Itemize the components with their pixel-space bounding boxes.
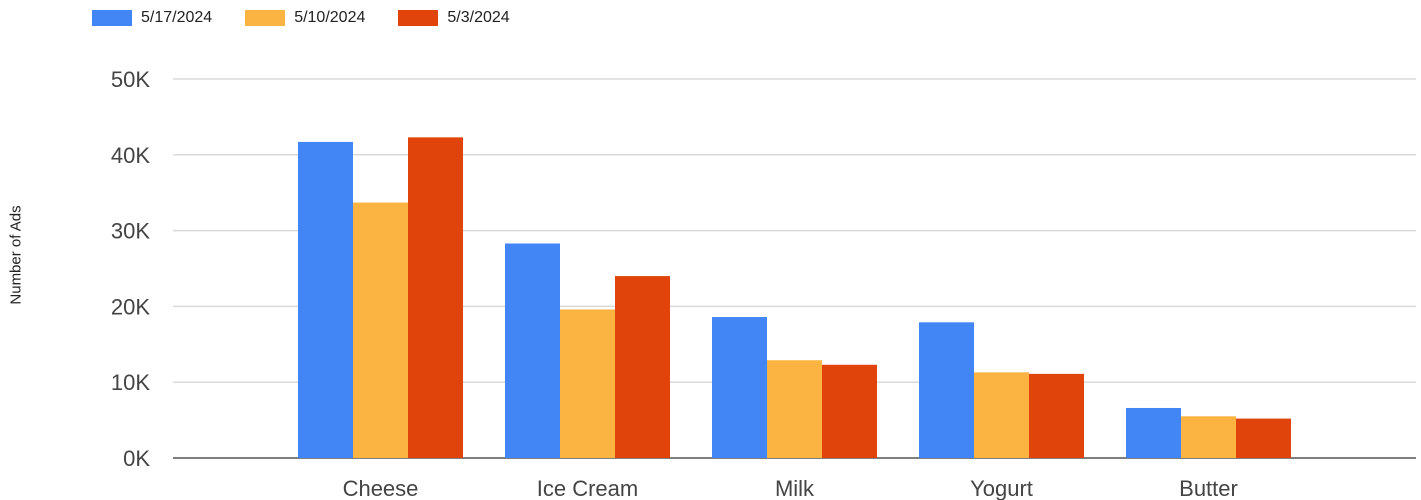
x-axis-ticks: Cheese Ice Cream Milk Yogurt Butter: [343, 476, 1238, 500]
legend-item-series-2[interactable]: 5/10/2024: [245, 9, 365, 27]
bar[interactable]: [353, 202, 408, 458]
x-tick-label: Cheese: [343, 476, 419, 500]
y-tick-label: 50K: [111, 67, 150, 92]
bar[interactable]: [712, 317, 767, 458]
y-tick-label: 20K: [111, 294, 150, 319]
legend-label-series-3: 5/3/2024: [447, 9, 510, 26]
x-tick-label: Butter: [1179, 476, 1238, 500]
bar[interactable]: [298, 141, 353, 458]
bar[interactable]: [615, 276, 670, 458]
legend-item-series-3[interactable]: 5/3/2024: [398, 9, 510, 27]
legend-swatch-series-2: [245, 10, 286, 26]
x-tick-label: Ice Cream: [537, 476, 638, 500]
legend-item-series-1[interactable]: 5/17/2024: [92, 9, 212, 27]
y-tick-label: 30K: [111, 219, 150, 244]
legend-swatch-series-1: [92, 10, 132, 26]
bar[interactable]: [408, 137, 463, 458]
bar[interactable]: [767, 360, 822, 458]
y-axis-ticks: 0K 10K 20K 30K 40K 50K: [111, 67, 150, 471]
legend: 5/17/2024 5/10/2024 5/3/2024: [92, 9, 510, 27]
bar[interactable]: [1236, 418, 1291, 458]
y-tick-label: 0K: [123, 446, 150, 471]
bar[interactable]: [919, 322, 974, 458]
legend-swatch-series-3: [398, 10, 439, 26]
bar[interactable]: [974, 372, 1029, 458]
y-tick-label: 40K: [111, 143, 150, 168]
legend-label-series-2: 5/10/2024: [294, 9, 366, 26]
legend-label-series-1: 5/17/2024: [141, 9, 213, 26]
y-tick-label: 10K: [111, 370, 150, 395]
bar[interactable]: [1181, 416, 1236, 458]
bar[interactable]: [1126, 407, 1181, 458]
bar[interactable]: [560, 309, 615, 458]
bar[interactable]: [505, 243, 560, 458]
bars: [298, 137, 1291, 458]
bar[interactable]: [1029, 373, 1084, 458]
bar[interactable]: [822, 364, 877, 458]
x-tick-label: Milk: [775, 476, 815, 500]
x-tick-label: Yogurt: [970, 476, 1033, 500]
